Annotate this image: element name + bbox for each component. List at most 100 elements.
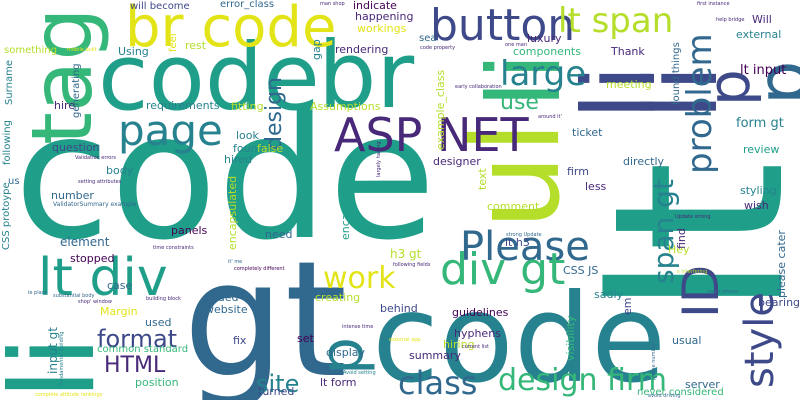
word-used: used [145, 316, 172, 329]
word-completely-different: completely different [234, 266, 285, 272]
word-sea: sea [419, 33, 437, 44]
word-span-gt: span gt [647, 179, 680, 284]
word-help-bridge: help bridge [716, 17, 745, 23]
word-fundamental-building: fundamental building [59, 331, 65, 385]
word-firm: firm [567, 165, 589, 178]
word-indicate: indicate [353, 0, 397, 12]
word-behind: behind [380, 302, 418, 315]
word-found: found [233, 142, 265, 155]
word-design: design [262, 77, 287, 150]
word-encapsulated: encapsulated [226, 175, 239, 250]
word-first-instance: first instance [697, 1, 730, 7]
word-hiring: hiring [443, 338, 475, 351]
word-mobile-built: mobile built [67, 47, 97, 53]
word-requirements: requirements [146, 99, 220, 112]
word-phone-number: phone number [651, 343, 657, 380]
word-around-it: around it' [538, 114, 562, 120]
word-format: format [97, 325, 178, 353]
word-validation-errors: Validation errors [75, 155, 116, 161]
word-example-class: example_class [434, 69, 447, 150]
word-guidelines: guidelines [452, 306, 509, 319]
word-text: text [476, 168, 489, 190]
word-look: look [236, 129, 259, 142]
word-validatorsummary-example: ValidatorSummary example [53, 201, 137, 208]
word-something: something [4, 45, 57, 56]
word-setting-attributes: setting attributes [78, 179, 122, 185]
word-surname: Surname [4, 60, 15, 105]
word-rendering: rendering [335, 43, 389, 56]
word-work: work [323, 261, 396, 296]
word-page: page [118, 106, 223, 155]
word-styling: styling [740, 184, 777, 197]
word-server: server [685, 378, 720, 391]
word-hey: Hey [668, 243, 690, 256]
word-largely-having: largely having [376, 141, 382, 177]
word-added: added [204, 291, 239, 304]
word-position: position [135, 376, 179, 389]
word-website: website [205, 303, 248, 316]
word-substantial-body: substantial body [53, 293, 95, 299]
word-it-me: it' me [228, 259, 243, 265]
word-set: set [297, 332, 314, 345]
word-components: components [513, 45, 581, 58]
word-rest: rest [185, 39, 207, 52]
word-comment: comment [487, 200, 540, 213]
word-early-collaboration: early collaboration [455, 84, 502, 90]
word-stopped: stopped [70, 252, 115, 265]
word-will-become: will become [130, 1, 190, 12]
word-directly: directly [623, 155, 665, 168]
word-site: site [256, 370, 300, 398]
word-sadly: sadly [594, 288, 624, 301]
word-code-bottom: code [372, 268, 667, 400]
word-form-gt: form gt [736, 116, 784, 131]
word-found-things: found things [671, 42, 682, 105]
word-will: Will [752, 13, 772, 26]
word-panels: panels [171, 224, 208, 237]
word-br: br [318, 22, 415, 129]
word-using: Using [118, 45, 149, 58]
word-summary: summary [409, 349, 461, 362]
word-code-property: code property [420, 45, 456, 51]
word-assumptions: Assumptions [310, 100, 381, 113]
word-designer: designer [433, 155, 481, 168]
word-bearing: bearing [758, 296, 800, 309]
word-lt-div: lt div [38, 248, 168, 308]
word-hire: hire [54, 99, 76, 112]
word-input-gt: input gt [46, 326, 60, 374]
word-element: element [60, 235, 110, 249]
word-complete-altitude-rankings: complete altitude rankings [35, 392, 103, 398]
word-lt-form: lt form [320, 376, 357, 389]
word-feel: feel [168, 33, 179, 52]
word-need: need [265, 228, 293, 241]
word-asp-net: ASP NET [334, 108, 529, 162]
word-lt-input: lt input [740, 63, 787, 78]
word-gt-main: gt [183, 226, 348, 400]
word-turned: turned [258, 385, 295, 398]
word-lt-span: lt span [558, 1, 674, 41]
word-generating: generating [71, 63, 82, 118]
word-less: less [585, 180, 607, 193]
word-css-protoype: CSS protoype [1, 182, 12, 250]
word-external-app: external app [389, 337, 421, 343]
word-current-list: current list [462, 344, 489, 350]
word-ie-place: ie place [28, 290, 48, 296]
word-number: number [51, 189, 94, 202]
word-fitting: fitting [231, 100, 264, 113]
word-visibility: visibility [564, 315, 577, 361]
word-shop-window: shop' window [78, 299, 112, 305]
word-gap: gap [310, 39, 323, 60]
word-margin: Margin [100, 305, 138, 318]
word-external: external [736, 28, 782, 41]
word-luxury: luxury [527, 32, 562, 45]
word-creating: creating [315, 291, 361, 304]
word-workings: workings [357, 22, 407, 35]
word-design-firm: design firm [498, 363, 667, 398]
word-div-gt: div gt [440, 244, 566, 295]
word-case: case [107, 279, 133, 292]
word-s-interfering: s interfering [677, 269, 708, 275]
word-em: em [621, 297, 634, 315]
word-avoid-setting: Avoid setting [343, 370, 376, 376]
word-code-main: code [14, 76, 437, 279]
word-thank: Thank [611, 45, 645, 58]
